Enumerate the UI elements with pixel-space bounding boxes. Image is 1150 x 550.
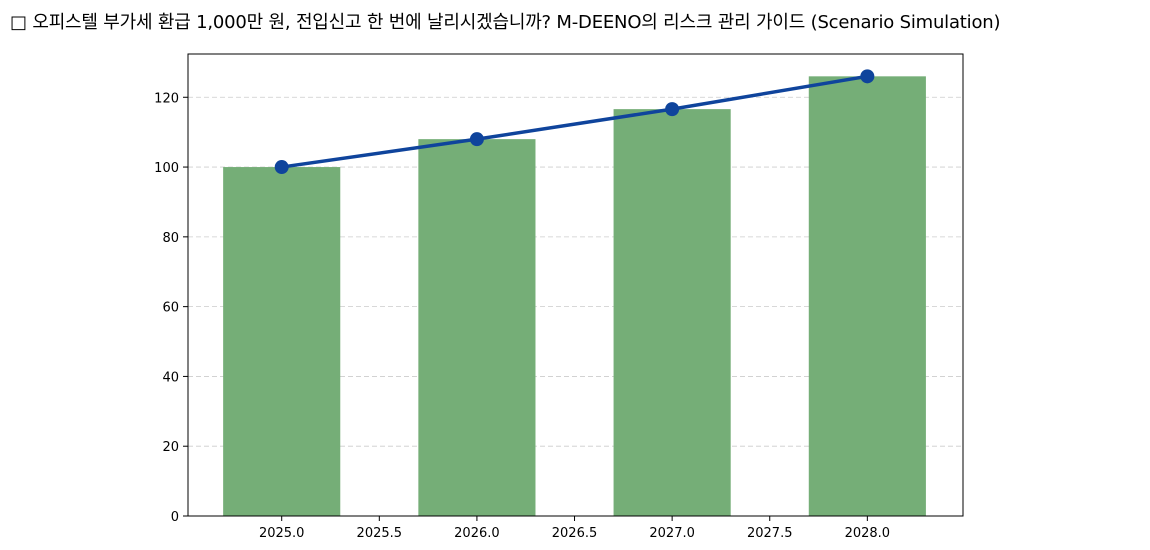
chart-title: □ 오피스텔 부가세 환급 1,000만 원, 전입신고 한 번에 날리시겠습니… <box>10 12 1001 33</box>
x-tick-label: 2026.5 <box>552 526 598 541</box>
bar-series <box>223 76 926 516</box>
line-marker <box>469 132 484 147</box>
y-tick-label: 40 <box>162 370 179 385</box>
trend-line <box>281 74 868 169</box>
y-tick-label: 80 <box>162 231 179 246</box>
bar <box>613 109 731 516</box>
x-tick-label: 2027.5 <box>747 526 793 541</box>
line-marker <box>274 160 289 175</box>
bar <box>808 76 926 516</box>
plot-frame <box>187 53 964 517</box>
y-tick-label: 120 <box>154 91 179 106</box>
x-tick-label: 2025.0 <box>259 526 305 541</box>
y-tick-label: 100 <box>154 161 179 176</box>
y-axis-ticks: 0 20 40 60 80 100 120 <box>154 91 188 525</box>
x-tick-label: 2025.5 <box>357 526 403 541</box>
line-marker <box>860 69 875 84</box>
bar <box>223 167 341 516</box>
x-tick-label: 2027.0 <box>649 526 695 541</box>
x-axis-ticks: 2025.0 2025.5 2026.0 2026.5 2027.0 2027.5 2028… <box>259 516 890 541</box>
y-tick-label: 0 <box>171 510 179 525</box>
bar <box>418 139 536 516</box>
y-tick-label: 20 <box>162 440 179 455</box>
line-marker <box>665 102 680 117</box>
x-tick-label: 2026.0 <box>454 526 500 541</box>
y-tick-label: 60 <box>162 301 179 316</box>
line-series <box>274 69 875 175</box>
x-tick-label: 2028.0 <box>845 526 891 541</box>
